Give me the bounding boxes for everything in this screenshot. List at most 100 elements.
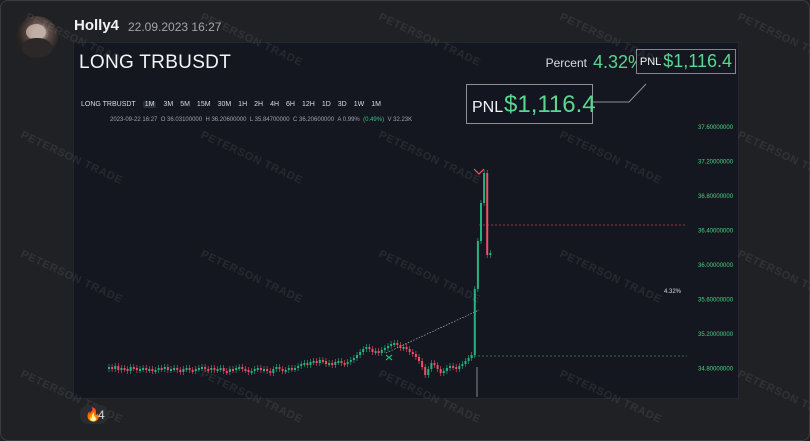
y-axis-tick-label: 37.60000000 — [698, 125, 734, 131]
candle-body — [467, 358, 470, 361]
candle-body — [331, 363, 334, 365]
candle-body — [424, 367, 427, 375]
candle-body — [132, 367, 135, 369]
y-axis-tick-label: 36.00000000 — [698, 263, 734, 269]
candle-body — [185, 368, 188, 370]
ohlc-low: L 35.84700000 — [249, 117, 290, 123]
candle-body — [188, 368, 191, 370]
timeframe-30m[interactable]: 30M — [217, 101, 232, 108]
candle-body — [114, 366, 117, 369]
candle-body — [247, 370, 250, 372]
candle-body — [365, 347, 368, 349]
candle-body — [473, 289, 476, 355]
candle-body — [213, 368, 216, 370]
candle-body — [207, 369, 210, 371]
timeframe-15m[interactable]: 15M — [196, 101, 211, 108]
timeframe-2h[interactable]: 2H — [254, 101, 264, 108]
candle-body — [278, 367, 281, 369]
candle-body — [414, 354, 417, 357]
timeframe-1w[interactable]: 1W — [353, 101, 365, 108]
candle-body — [117, 366, 120, 370]
ohlc-high: H 36.20600000 — [205, 117, 247, 123]
candle-body — [275, 367, 278, 369]
candle-body — [325, 361, 327, 364]
candle-body — [194, 369, 197, 371]
watermark: PETERSON TRADE — [735, 368, 810, 426]
candle-body — [219, 368, 222, 370]
candle-body — [163, 367, 166, 369]
candle-body — [263, 369, 265, 371]
pnl-large-label: PNL — [472, 99, 504, 116]
percent-display: Percent 4.32% — [546, 52, 644, 73]
candle-body — [284, 370, 287, 372]
price-chart[interactable]: 37.60000000 37.20000000 36.80000000 36.4000… — [74, 43, 738, 398]
pnl-large-box: PNL $1,116.4 — [466, 84, 596, 124]
candle-body — [427, 369, 430, 375]
author-name[interactable]: Holly4 — [74, 17, 120, 34]
trade-title: LONG TRBUSDT — [79, 52, 232, 73]
candle-body — [123, 368, 126, 370]
candle-body — [145, 368, 148, 370]
candle-body — [452, 366, 455, 368]
candle-body — [458, 366, 461, 369]
y-axis-tick-label: 35.20000000 — [698, 332, 734, 338]
candle-body — [449, 366, 451, 368]
candle-body — [380, 350, 383, 353]
candle-body — [148, 369, 151, 371]
candle-body — [433, 363, 436, 365]
candle-body — [306, 363, 309, 365]
candle-body — [418, 357, 420, 361]
candle-body — [371, 349, 374, 352]
candle-body — [390, 344, 393, 346]
candle-body — [461, 364, 464, 366]
candle-body — [160, 368, 163, 370]
timeframe-6h[interactable]: 6H — [286, 101, 295, 108]
candle-body — [309, 362, 312, 365]
candle-body — [303, 363, 306, 365]
candle-body — [352, 358, 355, 360]
candle-body — [266, 369, 269, 371]
candle-body — [139, 369, 141, 371]
timeframe-3m[interactable]: 3M — [163, 101, 174, 108]
reaction-count: 4 — [98, 408, 105, 422]
chart-screenshot[interactable]: LONG TRBUSDT Percent 4.32% PNL $1,116.4 PN… — [73, 42, 739, 399]
timeframe-5m[interactable]: 5M — [180, 101, 190, 108]
candle-body — [287, 368, 290, 370]
candle-body — [269, 371, 272, 373]
candle-body — [328, 363, 331, 365]
avatar[interactable] — [16, 16, 58, 58]
candle-body — [297, 366, 300, 368]
candle-body — [442, 371, 445, 373]
candle-body — [464, 361, 467, 364]
candle-body — [436, 365, 439, 369]
candle-body — [151, 369, 154, 371]
ohlc-volume: V 32.23K — [387, 117, 413, 123]
timeframe-3d[interactable]: 3D — [337, 101, 347, 108]
timeframe-symbol: LONG TRBUSDT — [81, 101, 136, 108]
candle-body — [486, 173, 489, 255]
candle-body — [387, 346, 389, 348]
timeframe-1d[interactable]: 1D — [321, 101, 331, 108]
candle-body — [210, 368, 213, 370]
candle-body — [445, 368, 448, 371]
candle-body — [135, 368, 138, 370]
reaction-fire[interactable]: 🔥 4 — [80, 405, 108, 424]
candle-body — [120, 368, 123, 370]
candle-body — [476, 241, 479, 289]
timeframe-12h[interactable]: 12H — [301, 101, 315, 108]
candle-body — [225, 371, 228, 373]
timeframe-1h[interactable]: 1H — [238, 101, 248, 108]
candle-body — [318, 360, 321, 363]
candle-body — [483, 173, 486, 203]
candle-body — [173, 368, 176, 370]
timeframe-4h[interactable]: 4H — [270, 101, 280, 108]
candle-body — [222, 368, 225, 371]
timeframe-1m[interactable]: 1M — [142, 101, 157, 108]
candle-body — [359, 352, 362, 355]
candle-body — [374, 351, 377, 353]
candle-body — [377, 351, 380, 353]
candle-body — [439, 369, 442, 373]
candle-body — [191, 370, 194, 372]
timeframe-1mo[interactable]: 1M — [371, 101, 381, 108]
candle-body — [399, 345, 402, 348]
